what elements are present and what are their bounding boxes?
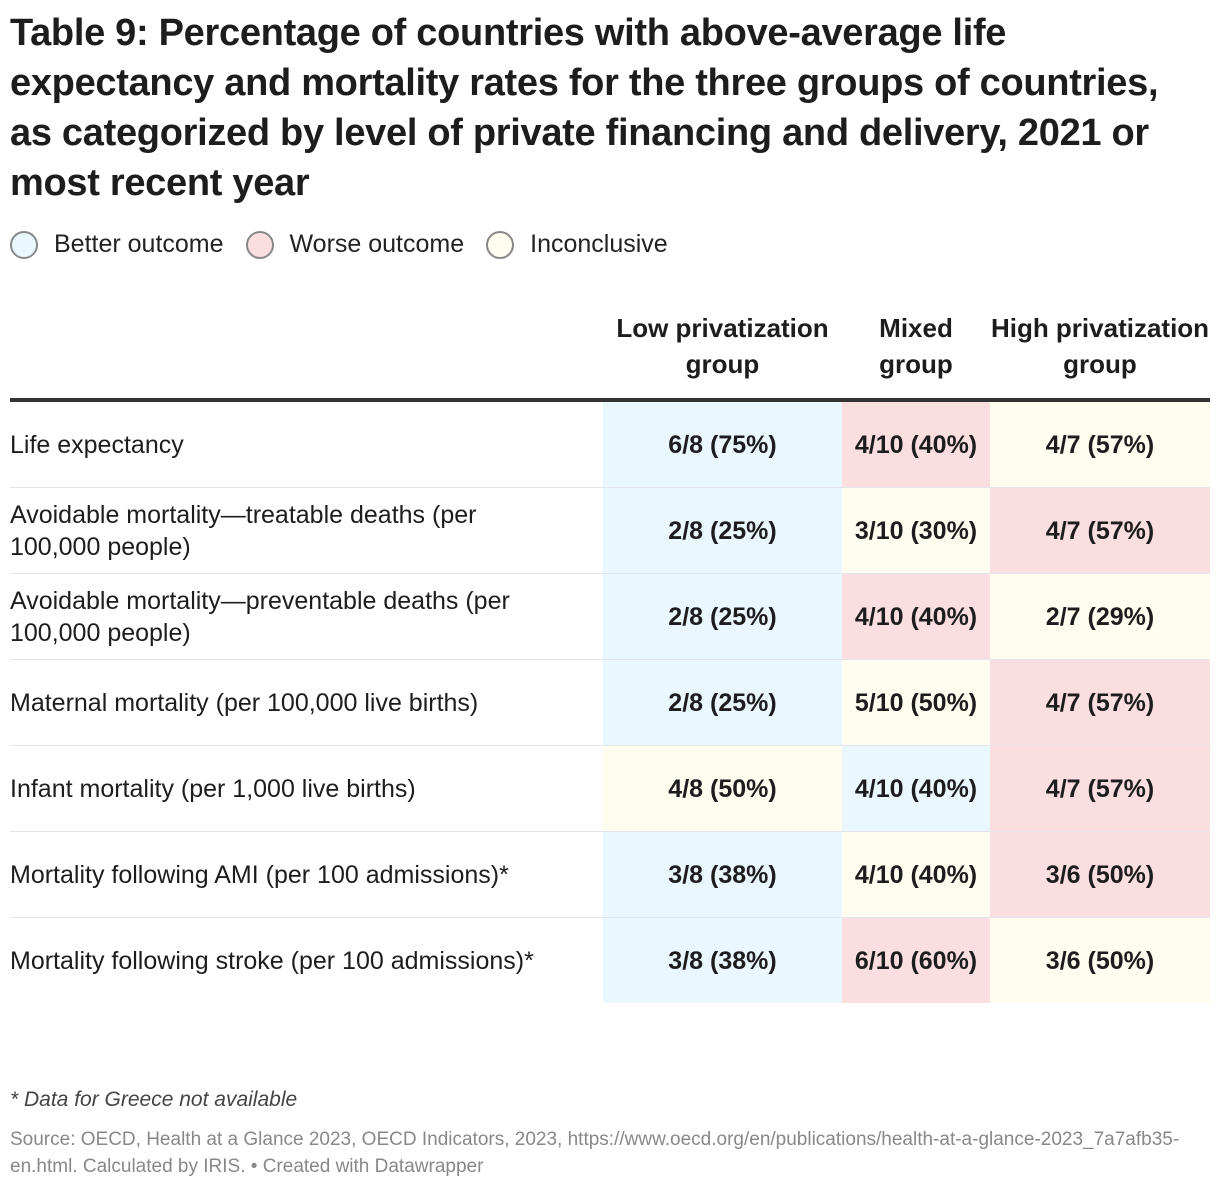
header-low-privatization: Low privatization group — [603, 310, 842, 402]
header-row: Low privatization group Mixed group High… — [10, 310, 1210, 402]
value-cell-inconclusive: 5/10 (50%) — [842, 659, 990, 746]
value-cell-worse: 3/6 (50%) — [990, 831, 1210, 918]
value-cell-better: 2/8 (25%) — [603, 659, 842, 746]
value-cell-inconclusive: 2/7 (29%) — [990, 573, 1210, 660]
legend: Better outcome Worse outcome Inconclusiv… — [10, 230, 690, 259]
value-cell-worse: 4/7 (57%) — [990, 745, 1210, 832]
legend-swatch — [245, 230, 274, 259]
header-mixed: Mixed group — [842, 310, 990, 402]
legend-label: Inconclusive — [530, 230, 668, 258]
value-cell-better: 3/8 (38%) — [603, 831, 842, 918]
table-row: Mortality following AMI (per 100 admissi… — [10, 831, 1210, 918]
value-cell-inconclusive: 4/7 (57%) — [990, 400, 1210, 488]
legend-item-inconclusive: Inconclusive — [486, 230, 668, 259]
table-row: Avoidable mortality—treatable deaths (pe… — [10, 487, 1210, 574]
header-label — [10, 310, 603, 402]
value-cell-better: 2/8 (25%) — [603, 487, 842, 574]
table-title: Table 9: Percentage of countries with ab… — [10, 12, 1159, 204]
value-cell-worse: 4/10 (40%) — [842, 400, 990, 488]
source-note: Source: OECD, Health at a Glance 2023, O… — [10, 1129, 1180, 1177]
footnote: * Data for Greece not available — [10, 1088, 298, 1111]
row-label: Infant mortality (per 1,000 live births) — [10, 745, 603, 832]
legend-label: Worse outcome — [289, 230, 465, 258]
table-row: Avoidable mortality—preventable deaths (… — [10, 573, 1210, 660]
value-cell-worse: 4/7 (57%) — [990, 659, 1210, 746]
value-cell-better: 4/10 (40%) — [842, 745, 990, 832]
data-table: Low privatization group Mixed group High… — [10, 310, 1210, 1003]
value-cell-better: 6/8 (75%) — [603, 400, 842, 488]
table-row: Mortality following stroke (per 100 admi… — [10, 917, 1210, 1003]
value-cell-worse: 4/7 (57%) — [990, 487, 1210, 574]
value-cell-worse: 4/10 (40%) — [842, 573, 990, 660]
value-cell-worse: 6/10 (60%) — [842, 917, 990, 1003]
value-cell-better: 3/8 (38%) — [603, 917, 842, 1003]
table-row: Maternal mortality (per 100,000 live bir… — [10, 659, 1210, 746]
legend-label: Better outcome — [54, 230, 224, 258]
header-high-privatization: High privatization group — [990, 310, 1210, 402]
table-row: Life expectancy 6/8 (75%) 4/10 (40%) 4/7 (5… — [10, 400, 1210, 488]
legend-item-better: Better outcome — [10, 230, 224, 259]
value-cell-inconclusive: 3/6 (50%) — [990, 917, 1210, 1003]
table-row: Infant mortality (per 1,000 live births)… — [10, 745, 1210, 832]
legend-swatch — [486, 230, 515, 259]
value-cell-inconclusive: 4/10 (40%) — [842, 831, 990, 918]
legend-item-worse: Worse outcome — [245, 230, 465, 259]
row-label: Maternal mortality (per 100,000 live bir… — [10, 659, 603, 746]
legend-swatch — [10, 230, 38, 259]
value-cell-better: 2/8 (25%) — [603, 573, 842, 660]
row-label: Avoidable mortality—preventable deaths (… — [10, 573, 603, 660]
value-cell-inconclusive: 3/10 (30%) — [842, 487, 990, 574]
row-label: Mortality following stroke (per 100 admi… — [10, 946, 534, 975]
row-label: Mortality following AMI (per 100 admissi… — [10, 831, 603, 918]
row-label: Life expectancy — [10, 400, 603, 488]
value-cell-inconclusive: 4/8 (50%) — [603, 745, 842, 832]
row-label: Avoidable mortality—treatable deaths (pe… — [10, 487, 603, 574]
